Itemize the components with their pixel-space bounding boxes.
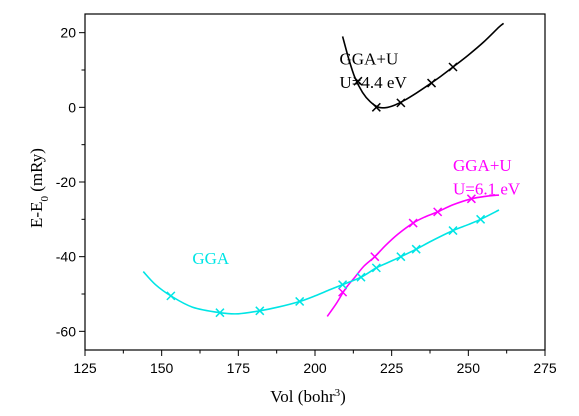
y-tick-label: 0 [68, 99, 76, 115]
data-point-cyan [411, 244, 421, 254]
x-tick-label: 225 [380, 360, 404, 376]
x-tick-label: 275 [533, 360, 557, 376]
x-tick-label: 150 [150, 360, 174, 376]
y-axis-title: E-E0 (mRy) [27, 148, 51, 228]
y-tick-label: -40 [56, 249, 76, 265]
data-point-cyan [215, 308, 225, 318]
data-point-black [427, 78, 437, 88]
x-axis-ticks: 125 150 175 200 225 250 275 [73, 350, 557, 376]
fit-curve-magenta [326, 194, 500, 317]
data-point-cyan [255, 306, 265, 316]
x-tick-label: 175 [227, 360, 251, 376]
annotation-gga-u-61-line2: U=6.1 eV [453, 179, 521, 198]
fitted-curves [142, 22, 505, 317]
y-tick-label: 20 [60, 25, 76, 41]
data-point-cyan [371, 263, 381, 273]
data-point-black [448, 62, 458, 72]
data-point-cyan [396, 252, 406, 262]
data-point-cyan [166, 291, 176, 301]
x-tick-label: 250 [457, 360, 481, 376]
x-tick-label: 200 [303, 360, 327, 376]
annotations: GGA+U U=4.4 eV GGA+U U=6.1 eV GGA [192, 49, 521, 268]
data-point-magenta [466, 194, 476, 204]
x-tick-label: 125 [73, 360, 97, 376]
annotation-gga-u-44-line1: GGA+U [340, 49, 399, 68]
y-tick-label: -20 [56, 174, 76, 190]
data-point-black [371, 102, 381, 112]
y-axis-ticks: -60 -40 -20 0 20 [56, 25, 85, 339]
data-point-cyan [448, 226, 458, 236]
annotation-gga-u-44-line2: U=4.4 eV [340, 73, 408, 92]
annotation-gga-u-61-line1: GGA+U [453, 156, 512, 175]
data-point-magenta [338, 287, 348, 297]
data-point-black [396, 98, 406, 108]
x-axis-title: Vol (bohr3) [270, 387, 346, 406]
data-point-magenta [433, 207, 443, 217]
data-point-cyan [356, 272, 366, 282]
data-markers [166, 62, 486, 318]
data-point-black [353, 76, 363, 86]
annotation-gga: GGA [192, 249, 230, 268]
y-tick-label: -60 [56, 323, 76, 339]
data-point-magenta [408, 218, 418, 228]
fit-curve-cyan [142, 209, 500, 315]
data-point-cyan [338, 280, 348, 290]
data-point-cyan [476, 214, 486, 224]
data-point-cyan [295, 296, 305, 306]
data-point-magenta [370, 252, 380, 262]
